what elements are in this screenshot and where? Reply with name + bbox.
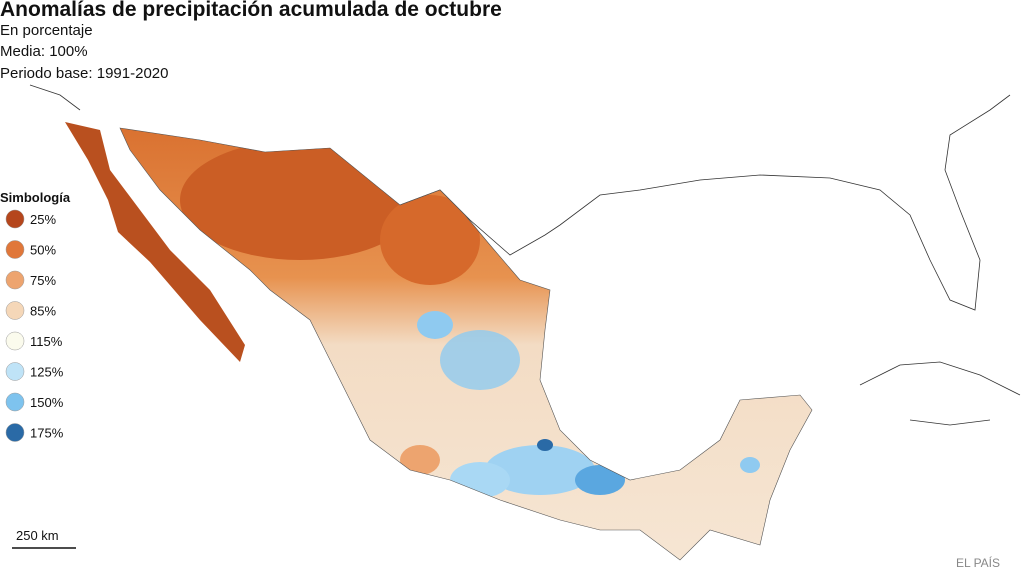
legend: 25% 50% 75% 85% 115% 125% 150% 175% — [5, 209, 64, 442]
legend-label: 75% — [30, 273, 56, 288]
legend-label: 150% — [30, 395, 64, 410]
legend-swatch — [5, 270, 25, 290]
legend-label: 25% — [30, 212, 56, 227]
legend-swatch — [5, 301, 25, 320]
baja-california — [65, 122, 245, 362]
legend-swatch — [5, 362, 25, 381]
legend-label: 50% — [30, 243, 56, 258]
title: Anomalías de precipitación acumulada de … — [0, 0, 502, 21]
legend-swatch — [5, 209, 25, 229]
legend-swatch — [5, 392, 25, 412]
mean: Media: 100% — [0, 43, 88, 60]
legend-swatch — [5, 331, 25, 351]
credit: EL PAÍS — [956, 556, 1001, 570]
legend-label: 175% — [30, 426, 64, 441]
mexico-outline — [119, 127, 813, 561]
scale-label: 250 km — [16, 528, 59, 543]
legend-title: Simbología — [0, 190, 71, 205]
subtitle: En porcentaje — [0, 22, 93, 39]
legend-label: 115% — [30, 334, 63, 349]
legend-swatch — [5, 423, 25, 442]
coastlines — [29, 84, 1021, 426]
legend-label: 125% — [30, 365, 64, 380]
legend-label: 85% — [30, 304, 56, 319]
mexico — [120, 128, 812, 560]
legend-swatch — [5, 240, 25, 259]
base-period: Periodo base: 1991-2020 — [0, 65, 169, 82]
